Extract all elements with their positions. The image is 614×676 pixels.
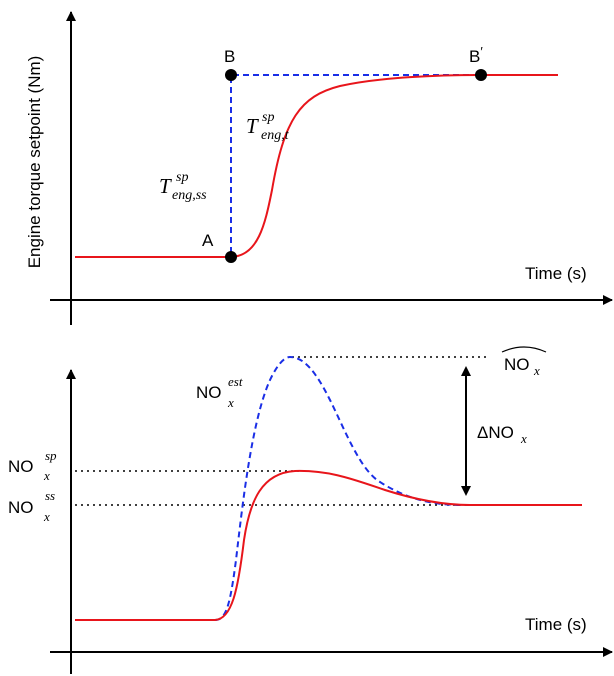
svg-text:sp: sp <box>176 170 188 185</box>
nox-sp-label: NO x sp <box>8 448 57 483</box>
svg-text:x: x <box>533 363 540 378</box>
svg-text:x: x <box>43 468 50 483</box>
point-b-prime-marker <box>475 69 487 81</box>
svg-text:ss: ss <box>45 488 55 503</box>
t-eng-ss-label: T sp eng,ss <box>159 170 207 203</box>
svg-text:sp: sp <box>45 448 57 463</box>
svg-text:T: T <box>246 114 259 138</box>
point-b-prime-label: B′ <box>469 44 483 66</box>
nox-est-label: NO x est <box>196 374 243 410</box>
point-b-label: B <box>224 47 235 66</box>
setpoint-trace <box>75 74 558 258</box>
nox-estimate-trace <box>75 355 582 621</box>
svg-text:NO: NO <box>8 457 34 476</box>
svg-text:NO: NO <box>196 383 222 402</box>
top-panel: Engine torque setpoint (Nm) Time (s) A B… <box>25 11 613 325</box>
actual-torque-trace <box>75 74 558 258</box>
point-b-marker <box>225 69 237 81</box>
svg-text:eng,t: eng,t <box>261 128 290 143</box>
svg-text:sp: sp <box>262 110 274 125</box>
nox-actual-trace <box>75 469 582 621</box>
svg-text:NO: NO <box>504 355 530 374</box>
svg-text:NO: NO <box>8 498 34 517</box>
top-x-axis-label: Time (s) <box>525 264 587 283</box>
svg-text:x: x <box>520 431 527 446</box>
svg-text:T: T <box>159 174 172 198</box>
bottom-x-axis-label: Time (s) <box>525 615 587 634</box>
t-eng-t-label: T sp eng,t <box>246 110 290 143</box>
nox-ss-label: NO x ss <box>8 488 55 524</box>
svg-text:x: x <box>43 509 50 524</box>
svg-text:eng,ss: eng,ss <box>172 188 207 203</box>
svg-text:x: x <box>227 395 234 410</box>
svg-text:est: est <box>228 374 243 389</box>
top-y-axis-label: Engine torque setpoint (Nm) <box>25 56 44 269</box>
point-a-marker <box>225 251 237 263</box>
point-a-label: A <box>202 231 214 250</box>
svg-text:ΔNO: ΔNO <box>477 423 514 442</box>
delta-nox-label: ΔNO x <box>477 423 527 446</box>
bottom-panel: Time (s) NO x est NO x sp NO x ss NO x <box>8 346 613 674</box>
nox-hat-label: NO x <box>501 346 547 378</box>
